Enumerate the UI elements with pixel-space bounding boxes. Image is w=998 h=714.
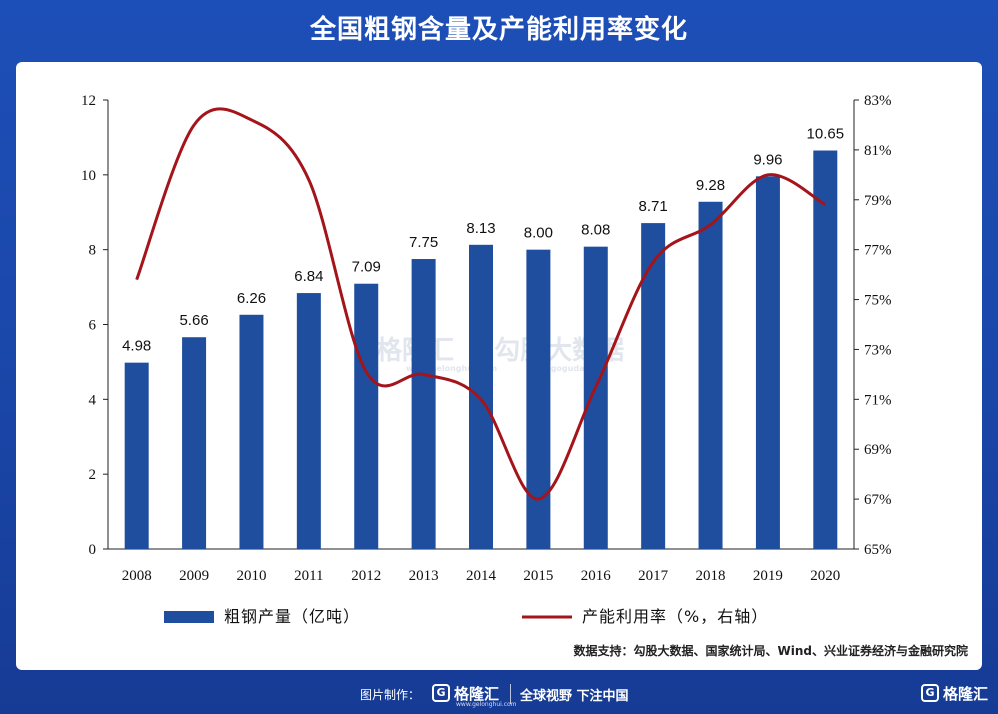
bar-value-label: 9.96 — [753, 151, 782, 168]
category-label: 2011 — [294, 568, 323, 584]
bar — [641, 223, 666, 549]
bar-value-label: 8.13 — [466, 220, 495, 237]
right-tick-label: 83% — [864, 93, 892, 109]
left-tick-label: 2 — [89, 467, 97, 483]
right-tick-label: 71% — [864, 392, 892, 408]
bar — [296, 293, 321, 549]
left-tick-label: 4 — [89, 392, 97, 408]
bar — [755, 176, 780, 549]
category-label: 2015 — [523, 568, 553, 584]
footer-brand-url: www.gelonghui.com — [456, 701, 517, 708]
watermark-left-sub: www.gelonghui.com — [406, 364, 498, 373]
bar — [239, 314, 264, 549]
left-tick-label: 8 — [89, 243, 97, 259]
left-tick-label: 12 — [81, 93, 96, 109]
category-label: 2016 — [581, 568, 612, 584]
bar — [698, 201, 723, 550]
bar-value-label: 8.08 — [581, 222, 610, 239]
combo-chart: 0 2 4 6 8 10 12 65% 67% 69% 71% 73% 75% 77% 79% 81% 83% 4… — [81, 93, 892, 626]
right-tick-label: 67% — [864, 492, 892, 508]
left-tick-label: 0 — [89, 542, 97, 558]
footer-divider — [510, 684, 511, 704]
left-tick-label: 6 — [89, 318, 97, 334]
bar — [124, 362, 149, 549]
bar — [813, 150, 838, 549]
brand-logo-icon: G — [432, 684, 450, 702]
bar-value-label: 8.00 — [524, 225, 553, 242]
bar — [526, 249, 551, 549]
chart-card: 格隆汇 勾股大数据 www.gelonghui.com www.goguda.c… — [16, 62, 982, 670]
legend-bar-swatch — [164, 611, 214, 623]
legend-bar-label: 粗钢产量（亿吨） — [224, 607, 360, 626]
right-tick-label: 69% — [864, 442, 892, 458]
category-label: 2008 — [122, 568, 152, 584]
page-title: 全国粗钢含量及产能利用率变化 — [309, 15, 688, 45]
bar — [182, 337, 207, 549]
right-tick-label: 73% — [864, 342, 892, 358]
bar-value-label: 7.09 — [352, 259, 381, 276]
bar — [469, 244, 493, 550]
category-label: 2013 — [409, 568, 439, 584]
bar-value-label: 6.84 — [294, 268, 323, 285]
bar-value-label: 9.28 — [696, 177, 725, 194]
brand-logo-right-icon: G — [921, 684, 939, 702]
category-label: 2010 — [236, 568, 266, 584]
bar-value-label: 8.71 — [639, 198, 668, 215]
footer-brand-right: 格隆汇 — [943, 685, 989, 703]
category-label: 2014 — [466, 568, 497, 584]
bar-value-label: 4.98 — [122, 338, 151, 355]
footer-slogan: 全球视野 下注中国 — [520, 689, 629, 704]
legend-line-label: 产能利用率（%，右轴） — [582, 607, 768, 626]
category-label: 2019 — [753, 568, 783, 584]
footer: 图片制作： G 格隆汇 www.gelonghui.com 全球视野 下注中国 … — [0, 676, 998, 714]
bar — [354, 283, 379, 549]
bar-value-label: 10.65 — [807, 126, 845, 143]
right-tick-label: 79% — [864, 193, 892, 209]
category-label: 2020 — [810, 568, 840, 584]
right-tick-label: 81% — [864, 143, 892, 159]
category-label: 2009 — [179, 568, 209, 584]
bar-value-label: 5.66 — [179, 312, 208, 329]
category-label: 2017 — [638, 568, 669, 584]
bar — [411, 259, 436, 549]
footer-brand: 格隆汇 — [454, 685, 500, 703]
footer-prefix: 图片制作： — [360, 688, 421, 702]
category-label: 2018 — [696, 568, 726, 584]
data-source: 数据支持：勾股大数据、国家统计局、Wind、兴业证券经济与金融研究院 — [573, 644, 969, 658]
right-tick-label: 75% — [864, 293, 892, 309]
bar-value-label: 6.26 — [237, 290, 266, 307]
bar-value-label: 7.75 — [409, 234, 438, 251]
category-label: 2012 — [351, 568, 381, 584]
bar — [583, 246, 608, 549]
right-tick-label: 77% — [864, 243, 892, 259]
right-tick-label: 65% — [864, 542, 892, 558]
left-tick-label: 10 — [81, 168, 96, 184]
watermark-right-sub: www.goguda.com — [526, 364, 607, 373]
